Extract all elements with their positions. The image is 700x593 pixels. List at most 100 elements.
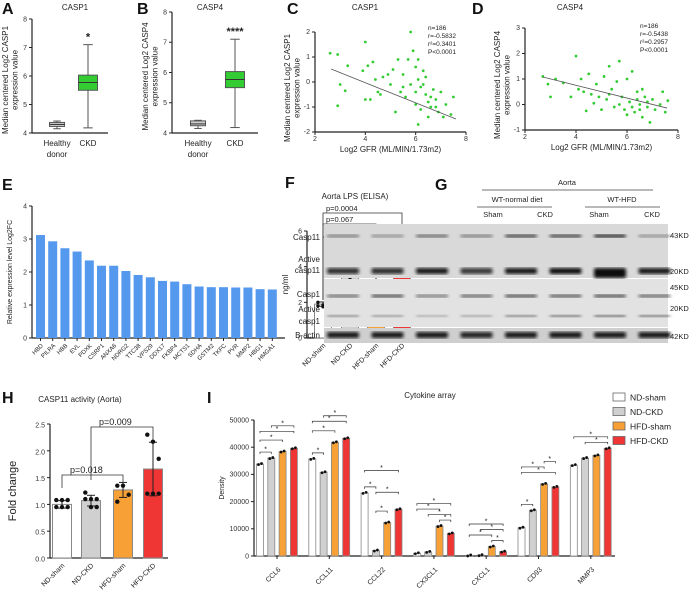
panel-d-scatter: CASP4 -1 0 1 2 3 2 4 6 8 Log2 GFR (ML/MIN/1.73m2) M…	[493, 3, 680, 152]
stat-text: P<0.0001	[640, 47, 668, 54]
blot-band	[549, 332, 582, 338]
bar	[603, 447, 612, 557]
data-point	[651, 98, 654, 101]
data-point	[335, 440, 338, 444]
bar	[231, 287, 241, 338]
y-tick-label: 0	[306, 79, 310, 86]
panel-label-c: C	[287, 1, 299, 18]
data-point	[376, 548, 379, 552]
x-category-label: ND-sham	[41, 562, 67, 588]
blot-band	[594, 234, 626, 238]
significance-mark: *	[444, 515, 447, 522]
regression-line	[542, 76, 668, 109]
significance-bracket	[491, 540, 504, 543]
blot-band	[594, 332, 626, 338]
data-point	[466, 554, 470, 558]
x-tick-label: 4	[363, 136, 367, 143]
data-point	[409, 30, 413, 34]
x-category-label: ND-CKD	[330, 342, 354, 366]
y-axis-label-line: Median centered Log2 CASP4	[493, 30, 502, 139]
significance-bracket	[584, 441, 609, 445]
data-point	[398, 507, 402, 511]
data-point	[257, 463, 260, 466]
bar	[435, 525, 444, 557]
significance-mark: ****	[226, 26, 244, 38]
bar	[528, 509, 537, 557]
x-category-label: CCL22	[367, 566, 387, 586]
data-point	[477, 554, 481, 558]
bar	[206, 287, 216, 338]
data-point	[421, 83, 425, 86]
data-point	[630, 105, 634, 109]
data-point	[59, 497, 65, 503]
chart-title: CASP1	[62, 3, 89, 12]
significance-bracket	[543, 461, 556, 464]
y-tick-label: 2	[23, 269, 27, 276]
data-point	[416, 58, 420, 61]
data-point	[386, 73, 390, 76]
data-point	[323, 470, 327, 474]
data-point	[630, 69, 634, 73]
significance-bracket	[521, 472, 556, 475]
data-point	[595, 82, 598, 86]
data-point	[366, 64, 370, 68]
x-category-label-line: CKD	[80, 139, 97, 148]
x-category-label: CKD	[80, 139, 97, 148]
data-point	[625, 77, 629, 81]
significance-mark: *	[531, 461, 534, 468]
blot-band	[549, 234, 582, 238]
y-axis-label: ng/ml	[281, 274, 290, 294]
data-point	[635, 90, 639, 94]
data-point	[648, 120, 652, 124]
data-point	[439, 90, 443, 94]
data-point	[643, 95, 647, 99]
data-point	[617, 103, 621, 106]
y-tick-label: 8	[23, 16, 27, 23]
data-point	[518, 526, 522, 530]
bar	[267, 289, 277, 338]
significance-mark: *	[595, 437, 598, 444]
data-point	[607, 64, 611, 68]
significance-mark: *	[322, 425, 325, 432]
bar	[551, 486, 560, 557]
blot-band	[460, 294, 493, 298]
data-point	[260, 462, 263, 465]
bar	[60, 248, 70, 338]
data-point	[373, 549, 376, 553]
bar	[394, 508, 403, 557]
blot-group-label: WT-HFD	[607, 195, 637, 204]
y-axis-label: Fold change	[7, 461, 19, 522]
y-tick-label: 7	[163, 40, 167, 47]
data-point	[491, 544, 495, 548]
blot-row-label: B-actin	[295, 331, 320, 340]
data-point	[532, 508, 536, 512]
data-point	[426, 100, 430, 104]
panel-h-bar-chart: CASP11 activity (Aorta) 0.0 0.5 1.0 1.5 2.0 2.…	[7, 395, 168, 591]
x-category-label: MMP3	[577, 566, 596, 585]
blot-band	[549, 268, 582, 274]
y-tick-label: 4	[163, 130, 167, 137]
data-point	[328, 51, 332, 55]
panel-label-b: B	[137, 1, 149, 18]
blot-band	[594, 268, 626, 278]
data-point	[582, 90, 586, 94]
p-value-label: p=0.0004	[326, 204, 358, 213]
bar	[383, 522, 392, 557]
x-category-label: HBB	[56, 343, 69, 356]
significance-mark: *	[479, 529, 482, 536]
blot-row-label: casp11	[295, 266, 321, 275]
data-point	[321, 305, 325, 309]
y-tick-label: 1.5	[35, 476, 45, 483]
data-point	[424, 75, 428, 79]
significance-bracket	[468, 523, 504, 526]
x-category-label: ND-sham	[302, 342, 328, 368]
data-point	[404, 95, 407, 99]
significance-mark: *	[496, 535, 499, 542]
y-tick-label: 8	[163, 9, 167, 16]
data-point	[425, 551, 429, 554]
stat-text: r=-0.5438	[640, 31, 668, 38]
chart-title: CASP11 activity (Aorta)	[38, 395, 122, 404]
data-point	[615, 80, 619, 83]
significance-bracket	[439, 519, 452, 523]
